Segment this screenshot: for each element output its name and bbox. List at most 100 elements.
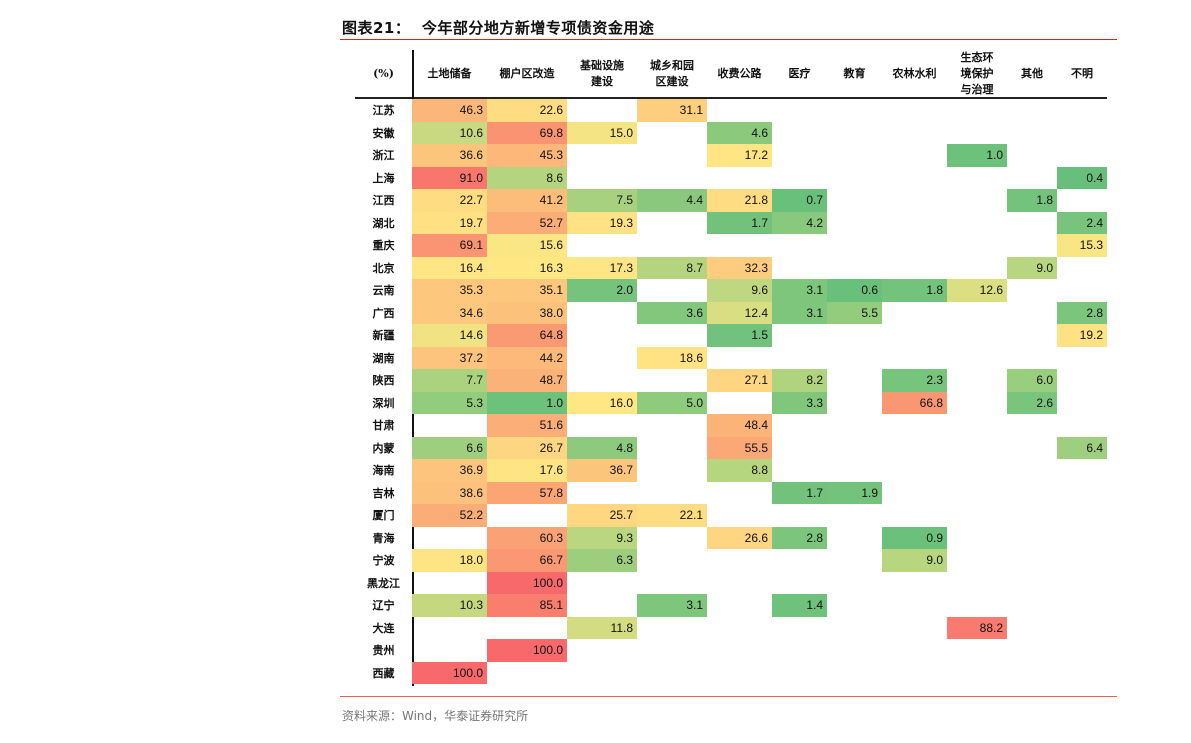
row-label: 上海 [372,171,395,185]
row-label: 吉林 [372,486,395,500]
heatmap-cell: 5.5 [827,301,882,324]
heatmap-cell: 3.1 [772,301,827,324]
column-header: 收费公路 [717,67,762,80]
heatmap-cell: 69.1 [412,234,487,257]
row-label: 辽宁 [372,599,395,612]
heatmap-cell: 15.6 [487,234,567,257]
heatmap-cell: 22.1 [637,504,707,527]
heatmap-cell: 21.8 [707,189,772,212]
column-header: 农林水利 [892,67,937,80]
corner-label: (%) [373,67,394,80]
source-note: 资料来源：Wind，华泰证券研究所 [342,709,529,723]
heatmap-cell: 2.8 [1057,301,1107,324]
heatmap-cell: 66.8 [882,391,947,414]
heatmap-cell: 31.1 [637,99,707,122]
heatmap-cell: 18.6 [637,346,707,369]
row-label: 青海 [372,531,395,545]
row-label: 浙江 [372,149,395,162]
heatmap-cell: 16.0 [567,391,637,414]
row-label: 新疆 [372,329,395,342]
column-header: 教育 [843,67,866,80]
row-label: 重庆 [372,239,395,252]
heatmap-cell: 48.4 [707,414,772,437]
heatmap-cell: 1.4 [772,594,827,617]
row-label: 宁波 [372,554,395,567]
heatmap-cell: 9.0 [1007,256,1057,279]
row-label: 云南 [372,284,395,297]
column-header: 基础设施 建设 [580,59,624,88]
column-header: 医疗 [788,67,811,80]
heatmap-cell: 7.5 [567,189,637,212]
row-label: 西藏 [372,666,395,680]
heatmap-cell: 48.7 [487,369,567,392]
heatmap-cell: 100.0 [412,661,487,684]
heatmap-cell: 15.3 [1057,234,1107,257]
row-label: 安徽 [372,126,395,140]
heatmap-cell: 27.1 [707,369,772,392]
heatmap-cell: 38.0 [487,301,567,324]
heatmap-cell: 66.7 [487,549,567,572]
heatmap-cell: 22.7 [412,189,487,212]
column-header: 其他 [1021,67,1043,80]
title-divider [340,39,1117,40]
heatmap-cell: 1.5 [707,324,772,347]
heatmap-cell: 4.4 [637,189,707,212]
heatmap-cell: 1.9 [827,481,882,504]
heatmap-cell: 1.0 [487,391,567,414]
heatmap-cell: 2.8 [772,526,827,549]
footer-divider [340,696,1117,697]
heatmap-cell: 3.3 [772,391,827,414]
heatmap-cell: 16.3 [487,256,567,279]
heatmap-cell: 100.0 [487,571,567,594]
heatmap-cell: 52.7 [487,211,567,234]
heatmap-cell: 18.0 [412,549,487,572]
heatmap-cell: 64.8 [487,324,567,347]
heatmap-cell: 15.0 [567,121,637,144]
heatmap-cell: 36.6 [412,144,487,167]
heatmap-cell: 12.6 [947,279,1007,302]
heatmap-cell: 9.6 [707,279,772,302]
heatmap-cell: 55.5 [707,436,772,459]
heatmap-cell: 19.7 [412,211,487,234]
column-header: 不明 [1071,67,1093,80]
row-label: 湖南 [372,351,395,365]
heatmap-cell: 5.3 [412,391,487,414]
heatmap-cell: 0.4 [1057,166,1107,189]
row-label: 厦门 [372,509,395,522]
heatmap-cell: 1.8 [1007,189,1057,212]
heatmap-cell: 0.6 [827,279,882,302]
heatmap-cell: 6.0 [1007,369,1057,392]
heatmap-cell: 4.2 [772,211,827,234]
heatmap-cell: 69.8 [487,121,567,144]
heatmap-cell: 16.4 [412,256,487,279]
heatmap-cell: 1.7 [772,481,827,504]
heatmap-cell: 12.4 [707,301,772,324]
heatmap-cell: 8.7 [637,256,707,279]
heatmap-cell: 57.8 [487,481,567,504]
heatmap-cell: 14.6 [412,324,487,347]
heatmap-cell: 4.8 [567,436,637,459]
heatmap-cell: 85.1 [487,594,567,617]
heatmap-cell: 3.6 [637,301,707,324]
row-label: 陕西 [372,374,395,387]
heatmap-cell: 4.6 [707,121,772,144]
heatmap-cell: 2.4 [1057,211,1107,234]
heatmap-cell: 11.8 [567,616,637,639]
column-header: 棚户区改造 [499,67,555,80]
row-label: 海南 [372,464,395,477]
heatmap-cell: 8.2 [772,369,827,392]
heatmap-cell: 100.0 [487,639,567,662]
heatmap-cell: 26.6 [707,526,772,549]
row-label: 黑龙江 [367,576,400,590]
heatmap-cell: 9.3 [567,526,637,549]
heatmap-cell: 37.2 [412,346,487,369]
heatmap-cell: 25.7 [567,504,637,527]
heatmap-cell: 52.2 [412,504,487,527]
column-header: 土地储备 [427,67,472,80]
heatmap-cell: 3.1 [772,279,827,302]
heatmap-cell: 8.6 [487,166,567,189]
heatmap-cell: 34.6 [412,301,487,324]
heatmap-cell: 1.8 [882,279,947,302]
heatmap-cell: 2.3 [882,369,947,392]
row-label: 湖北 [372,216,395,230]
